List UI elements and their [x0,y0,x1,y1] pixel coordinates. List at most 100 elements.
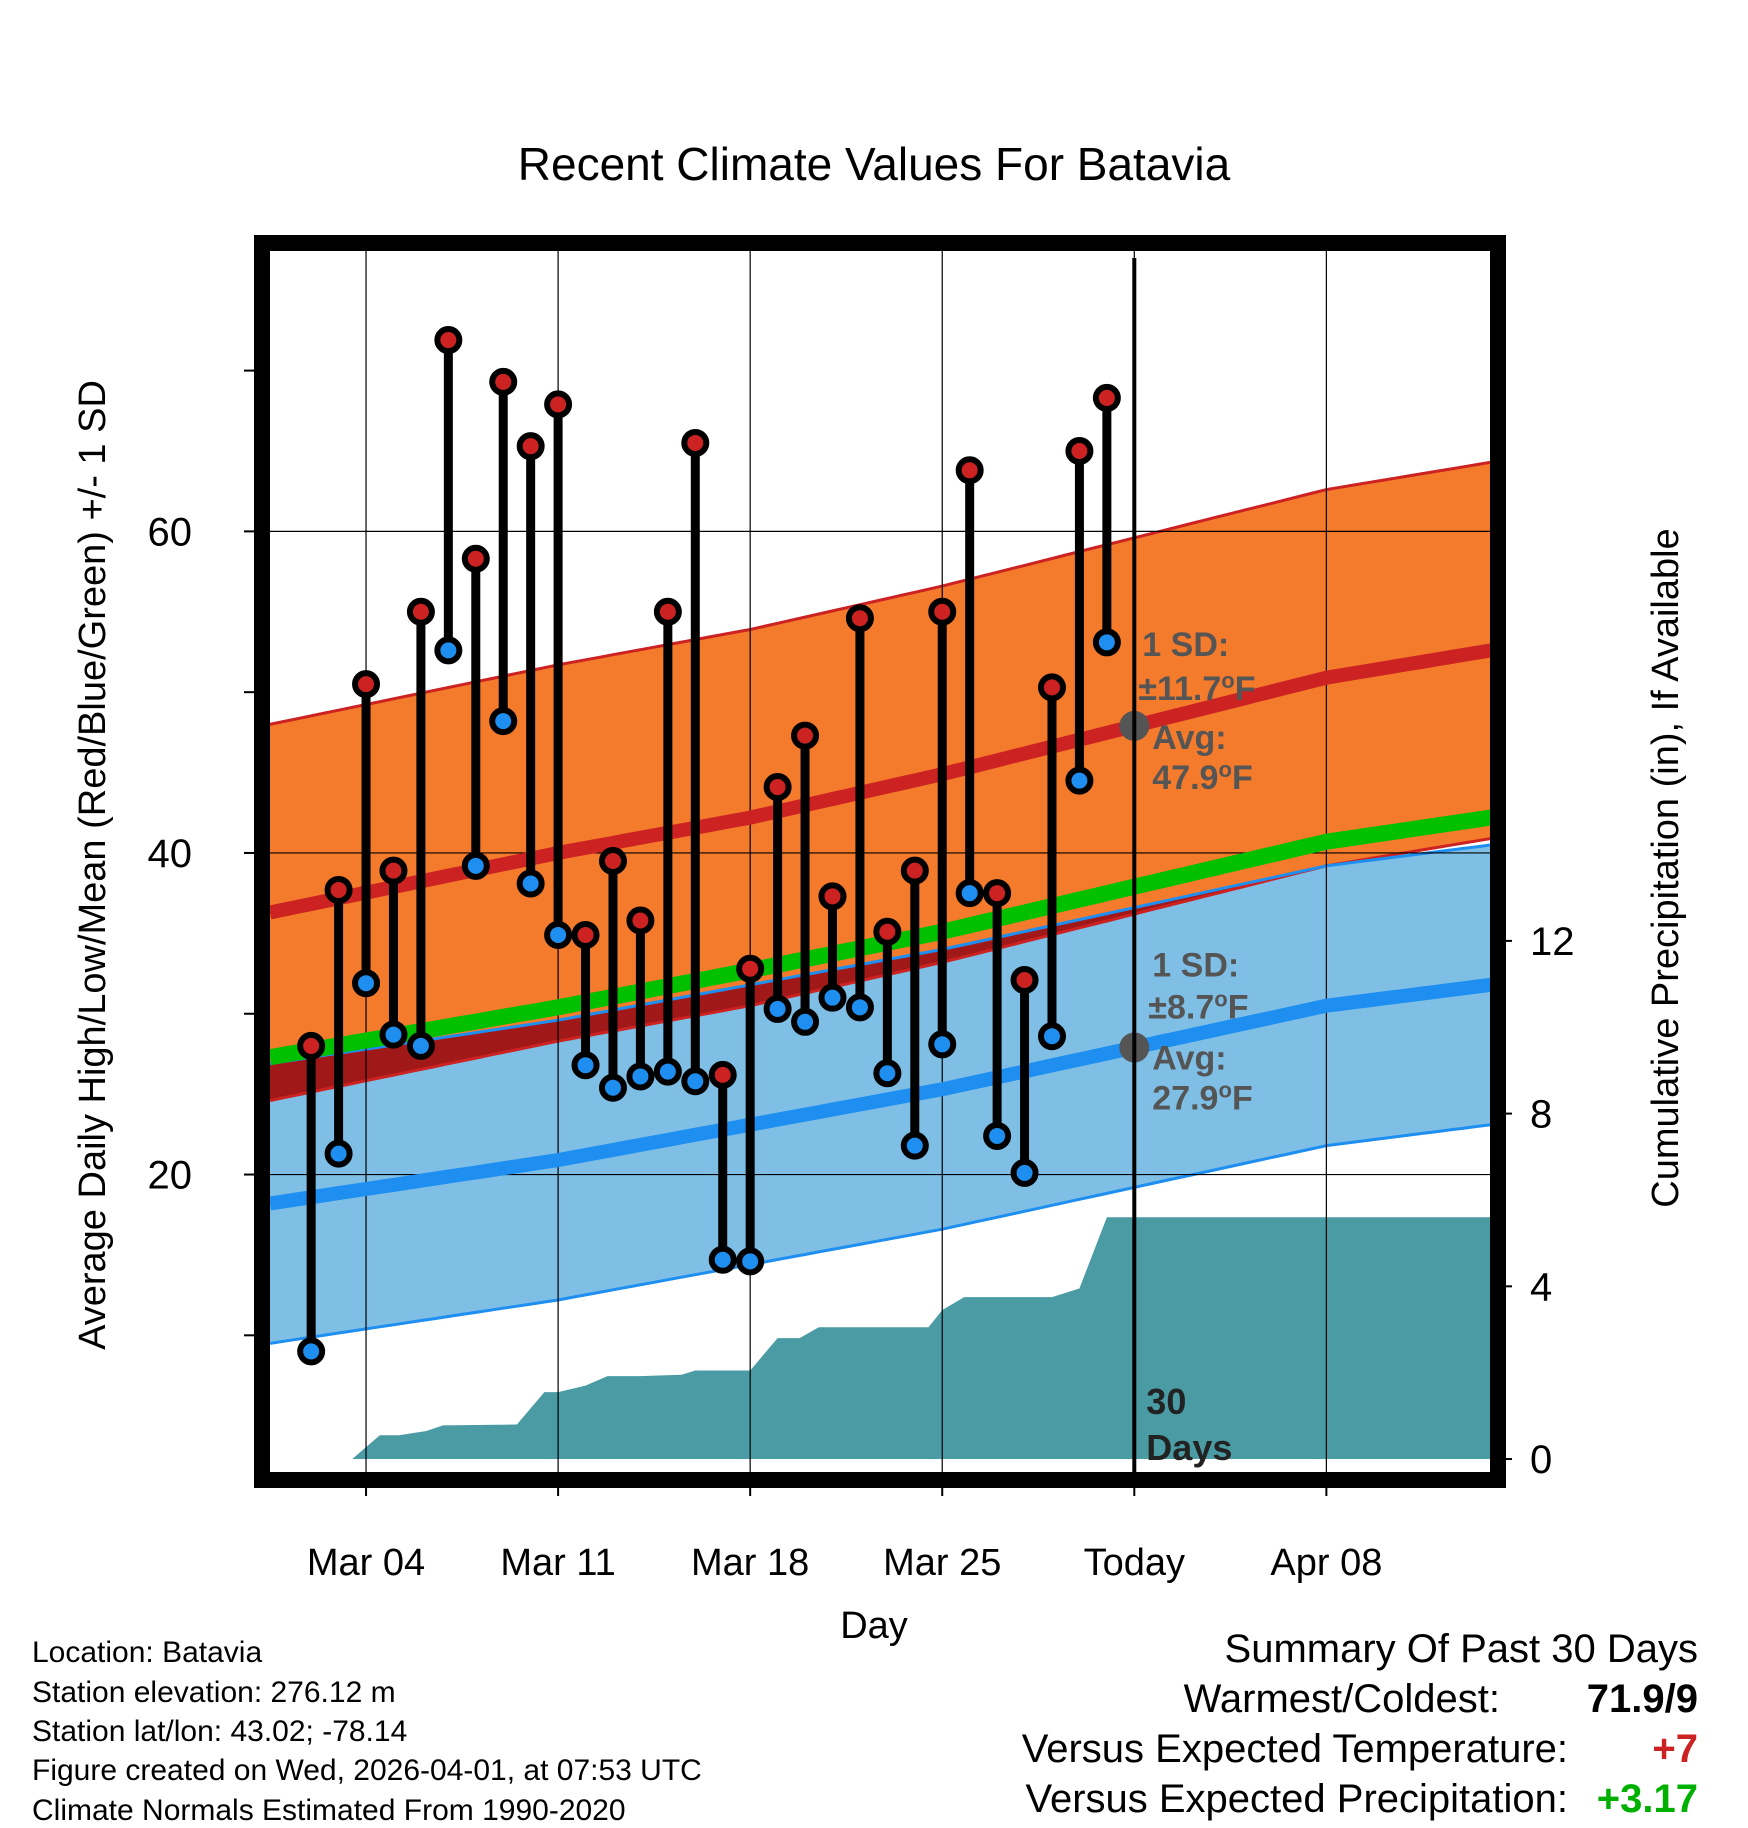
axis-ticks [244,369,1512,1496]
daily-low-point [681,1067,710,1096]
degree-symbol: o [1218,757,1231,782]
degree-symbol: o [1214,987,1227,1012]
daily-high-point [681,428,710,457]
daily-low-point [983,1121,1012,1150]
daily-low-point [379,1020,408,1049]
daily-low-point [352,969,381,998]
daily-high-point [598,847,627,875]
daily-low-point [598,1073,627,1102]
plot-area [270,250,1491,1472]
high-avg-value: 47.9oF [1152,757,1252,797]
high-sd-number: ±11.7 [1138,670,1221,708]
daily-low-point [297,1337,326,1366]
summary-panel: Summary Of Past 30 Days Warmest/Coldest:… [1022,1627,1698,1821]
summary-warmest-label: Warmest/Coldest: [1184,1677,1500,1721]
daily-high-point [406,597,435,626]
days-word: Days [1146,1427,1232,1468]
unit-f: F [1232,1080,1253,1118]
unit-f: F [1228,989,1249,1027]
daily-low-point [736,1247,765,1276]
high-avg-label: Avg: [1152,719,1226,757]
daily-low-point [1092,628,1121,657]
x-tick-label: Mar 25 [883,1542,1001,1584]
info-elevation: Station elevation: 276.12 m [32,1676,396,1709]
summary-title: Summary Of Past 30 Days [1225,1627,1698,1671]
plot-frame [254,235,1506,1488]
daily-high-point [1065,436,1094,465]
daily-high-point [489,367,518,396]
daily-high-point [983,879,1012,908]
daily-low-point [1065,766,1094,795]
x-tick-label: Apr 08 [1270,1542,1382,1584]
daily-low-point [434,636,463,665]
daily-high-point [928,597,957,626]
y-tick-label: 20 [148,1154,193,1198]
daily-low-point [626,1062,655,1091]
daily-low-point [818,983,847,1012]
daily-low-point [516,869,545,898]
degree-symbol: o [1218,1078,1231,1103]
summary-temp-label: Versus Expected Temperature: [1022,1727,1568,1771]
days-count: 30 [1146,1381,1186,1422]
info-normals: Climate Normals Estimated From 1990-2020 [32,1794,626,1827]
daily-high-point [626,906,655,935]
daily-low-point [763,994,792,1023]
daily-high-point [873,917,902,946]
x-tick-label: Mar 18 [691,1542,809,1584]
station-info: Location: Batavia Station elevation: 276… [32,1636,702,1827]
daily-high-point [818,882,847,911]
daily-high-point [379,856,408,885]
y-tick-label: 60 [148,510,193,554]
normal-low-line [270,977,1491,1211]
x-axis-labels: Mar 04 Mar 11 Mar 18 Mar 25 Today Apr 08 [307,1542,1382,1584]
high-sd-value: ±11.7oF [1138,668,1255,708]
precip-area [270,1217,1491,1460]
low-avg-label: Avg: [1152,1040,1226,1078]
unit-f: F [1232,759,1253,797]
daily-high-point [1037,673,1066,702]
y2-tick-label: 12 [1530,920,1575,964]
daily-low-point [406,1031,435,1060]
days-annotation: 30 Days [1146,1381,1232,1468]
daily-high-point [297,1031,326,1060]
low-sd-label: 1 SD: [1152,947,1239,985]
high-avg-number: 47.9 [1152,759,1218,797]
low-sd-number: ±8.7 [1148,989,1214,1027]
x-tick-label: Today [1084,1542,1185,1584]
daily-low-point [900,1131,929,1160]
summary-precip-value: +3.17 [1597,1777,1698,1821]
daily-low-point [324,1139,353,1168]
daily-low-point [955,879,984,908]
daily-high-point [434,326,463,355]
daily-low-point [1037,1022,1066,1051]
daily-low-point [873,1059,902,1088]
x-tick-label: Mar 04 [307,1542,425,1584]
daily-low-point [1010,1158,1039,1187]
degree-symbol: o [1221,668,1234,693]
daily-high-point [900,856,929,885]
high-sd-label: 1 SD: [1142,626,1229,664]
daily-high-point [1092,383,1121,412]
daily-high-point [763,773,792,802]
daily-high-point [544,390,573,419]
y-axis-labels: 20 40 60 [148,510,193,1197]
y-axis-title: Average Daily High/Low/Mean (Red/Blue/Gr… [72,380,114,1350]
y2-axis-title: Cumulative Precipitation (in), If Availa… [1645,528,1687,1207]
y2-axis-labels: 0 4 8 12 [1530,920,1575,1482]
y-tick-label: 40 [148,832,193,876]
daily-high-point [845,604,874,633]
daily-high-point [653,597,682,626]
daily-low-point [489,707,518,736]
chart-title: Recent Climate Values For Batavia [518,138,1231,190]
daily-low-point [928,1030,957,1059]
daily-low-point [845,993,874,1022]
y2-tick-label: 0 [1530,1438,1552,1482]
info-latlon: Station lat/lon: 43.02; -78.14 [32,1715,407,1748]
low-sd-lower-edge [270,1123,1491,1345]
normals-annotations: 1 SD: ±11.7oF Avg: 47.9oF 1 SD: ±8.7oF A… [1138,626,1255,1118]
low-avg-number: 27.9 [1152,1080,1218,1118]
x-tick-label: Mar 11 [500,1542,615,1584]
y2-tick-label: 4 [1530,1265,1552,1309]
daily-low-point [791,1007,820,1036]
